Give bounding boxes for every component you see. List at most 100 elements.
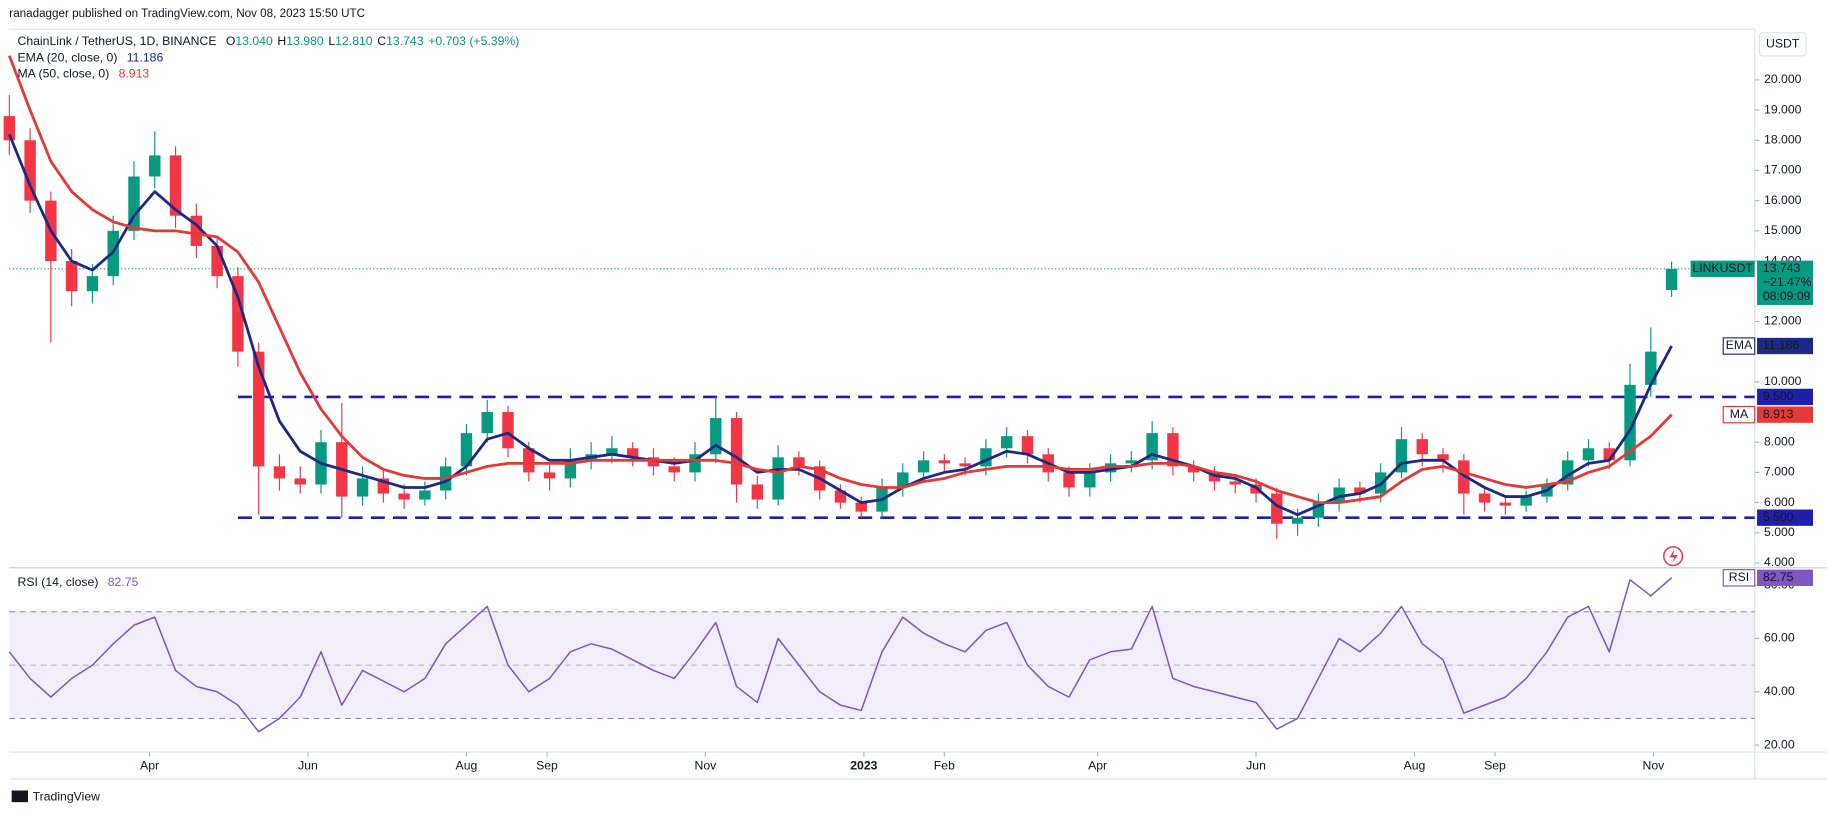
candle-body — [149, 155, 161, 177]
candle-body — [647, 457, 660, 467]
y-tick-label: 20.00 — [1764, 737, 1795, 751]
x-tick-label: Sep — [536, 758, 558, 772]
candle-body — [1063, 472, 1075, 488]
y-tick-label: 10.000 — [1764, 374, 1802, 388]
candle-body — [917, 460, 930, 473]
candle-body — [1561, 460, 1574, 485]
x-tick-label: Jun — [298, 758, 318, 772]
series-line — [8, 577, 1673, 733]
x-tick-label: Aug — [1404, 758, 1426, 772]
footer-logo — [11, 790, 28, 803]
tag-value: 11.186 — [1763, 338, 1800, 352]
currency-label[interactable]: USDT — [1766, 37, 1800, 51]
candle-body — [1416, 439, 1428, 455]
y-tick-label: 5.000 — [1764, 525, 1795, 539]
candle-body — [1665, 268, 1678, 291]
candle-body — [1291, 517, 1304, 524]
y-tick-label: 8.000 — [1764, 434, 1795, 448]
candle-body — [3, 116, 16, 141]
candle-body — [169, 155, 182, 216]
published-note: ranadagger published on TradingView.com,… — [9, 7, 365, 20]
level-box — [1757, 509, 1814, 526]
y-tick-label: 6.000 — [1764, 495, 1795, 509]
rsi-legend: RSI (14, close) 82.75 — [17, 575, 138, 589]
y-tick-label: 4.000 — [1764, 555, 1795, 569]
y-tick-label: 12.000 — [1764, 314, 1802, 328]
candle-body — [24, 140, 36, 201]
last-name: LINKUSDT — [1692, 261, 1753, 275]
quote-key: H — [277, 34, 286, 48]
y-tick-label: 15.000 — [1764, 223, 1802, 237]
tag-value-box — [1757, 569, 1814, 586]
x-tick-label: 2023 — [850, 758, 877, 772]
quote-key: O — [226, 34, 236, 48]
last-price-box — [1757, 260, 1814, 305]
candle-body — [523, 448, 535, 473]
candle-body — [1645, 351, 1657, 385]
candle-body — [460, 433, 473, 467]
y-tick-label: 40.00 — [1764, 684, 1795, 698]
candle-body — [980, 448, 992, 467]
y-tick-label: 18.000 — [1764, 132, 1802, 146]
x-tick-label: Sep — [1484, 758, 1506, 772]
tag-name-box — [1722, 569, 1756, 587]
candle-body — [481, 412, 493, 434]
legend-label: MA (50, close, 0) — [17, 67, 109, 81]
candle-body — [190, 215, 203, 246]
event-icon[interactable] — [1663, 546, 1684, 567]
candle-body — [793, 457, 805, 467]
candle-body — [1499, 502, 1512, 506]
candle-body — [1167, 433, 1179, 467]
candle-body — [502, 412, 514, 449]
candle-body — [855, 502, 867, 512]
quote-value: 13.743 — [386, 34, 424, 48]
tag-name-box — [1722, 405, 1756, 424]
tag-value-box — [1757, 406, 1814, 423]
candle-body — [211, 245, 223, 277]
tag-value: 82.75 — [1763, 570, 1794, 584]
tag-value: 8.913 — [1763, 407, 1794, 421]
series-line — [8, 55, 1673, 504]
candle-body — [356, 478, 369, 497]
candle-body — [65, 261, 78, 292]
y-tick-label: 19.000 — [1764, 102, 1802, 116]
candle-body — [1603, 448, 1615, 461]
candle-body — [730, 418, 743, 485]
legend-value: 82.75 — [108, 575, 139, 589]
candle-body — [1582, 448, 1595, 461]
candle-body — [1520, 496, 1532, 506]
legend-label: EMA (20, close, 0) — [17, 51, 117, 65]
candle-body — [1146, 433, 1158, 461]
candle-body — [1021, 436, 1034, 455]
candle-body — [751, 484, 764, 500]
candle-body — [419, 490, 431, 500]
candle-body — [1333, 487, 1345, 503]
last-name-box — [1690, 260, 1755, 277]
candle-body — [232, 276, 244, 352]
currency-box[interactable] — [1758, 32, 1807, 57]
candle-body — [1229, 481, 1241, 485]
candle-body — [398, 493, 410, 500]
candle-body — [86, 276, 99, 292]
series-line — [8, 133, 1673, 517]
x-tick-label: Nov — [695, 758, 718, 772]
quote-value: 13.040 — [235, 34, 273, 48]
candle-body — [938, 460, 951, 464]
x-tick-label: Nov — [1643, 758, 1666, 772]
level-box — [1757, 388, 1814, 406]
candle-body — [668, 466, 680, 473]
event-icon-bolt — [1669, 549, 1678, 564]
y-tick-label: 16.000 — [1764, 193, 1802, 207]
tag-value-box — [1757, 337, 1814, 355]
candle-body — [1208, 472, 1221, 482]
candle-body — [1271, 493, 1283, 524]
candle-body — [1354, 487, 1366, 494]
candle-body — [273, 466, 286, 479]
quote-change: +0.703 (+5.39%) — [428, 34, 519, 48]
last-countdown: 08:09:09 — [1763, 289, 1811, 303]
candle-body — [959, 463, 971, 467]
candle-body — [689, 454, 701, 473]
